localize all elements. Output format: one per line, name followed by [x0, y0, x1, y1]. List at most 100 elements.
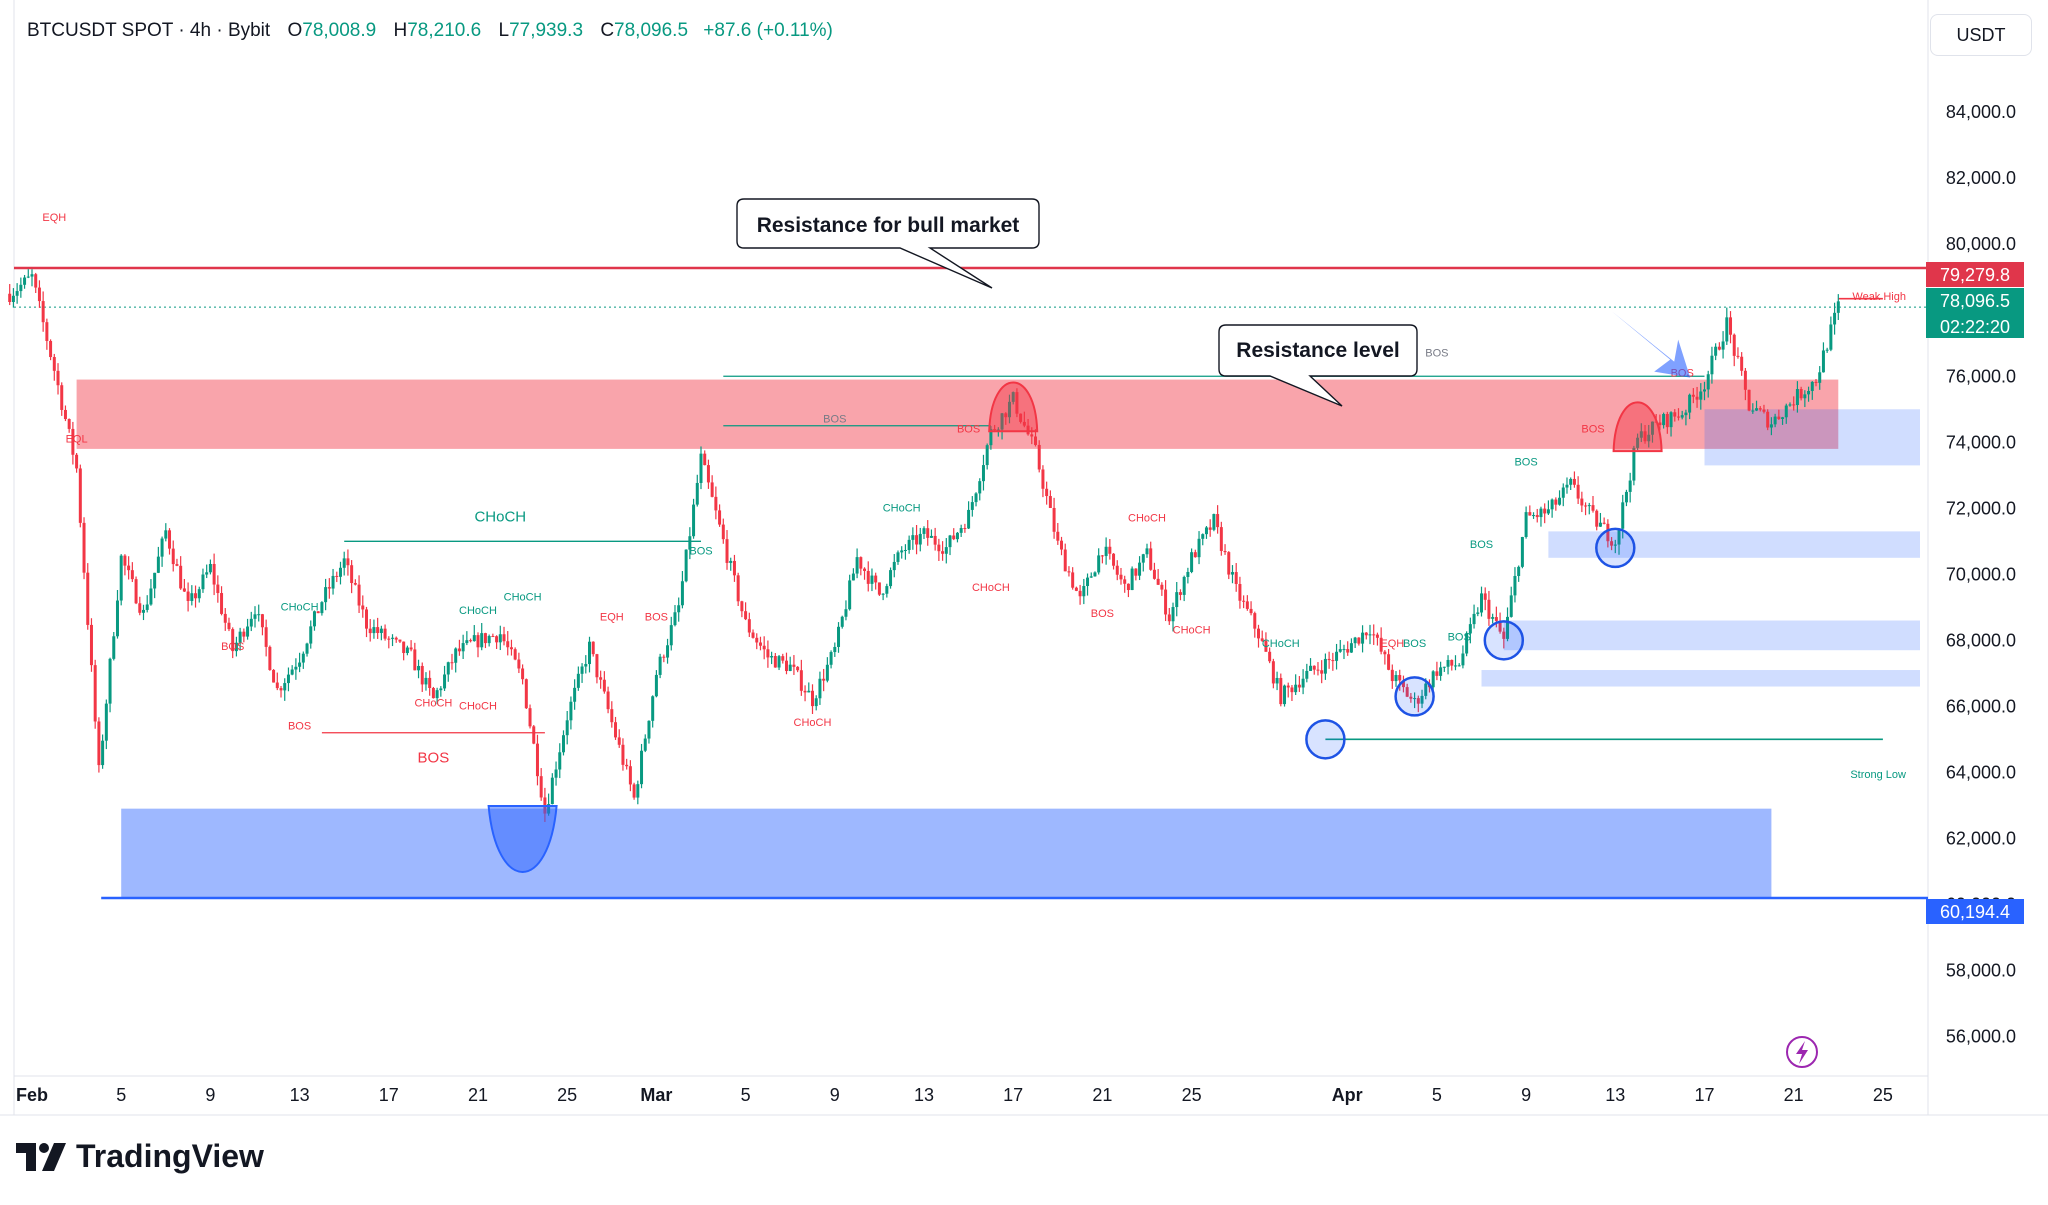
candle-body	[602, 679, 606, 692]
time-tick-label: 25	[557, 1085, 577, 1105]
candle-body	[1346, 649, 1350, 653]
candle-body	[710, 482, 714, 497]
candle-body	[684, 549, 688, 582]
candle-body	[483, 633, 487, 644]
candle-body	[1145, 548, 1149, 555]
candle-body	[372, 627, 376, 634]
candle-body	[848, 580, 852, 610]
candle-body	[223, 613, 227, 623]
candle-body	[814, 698, 818, 707]
candle-body	[1691, 394, 1695, 397]
candle-body	[1721, 341, 1725, 350]
candle-body	[781, 656, 785, 661]
candle-body	[1119, 574, 1123, 580]
candle-body	[379, 628, 383, 634]
candle-body	[294, 666, 298, 670]
candle-body	[1260, 638, 1264, 641]
candle-body	[409, 647, 413, 650]
candle-body	[424, 677, 428, 685]
candle-body	[272, 669, 276, 683]
candle-body	[885, 586, 889, 594]
candle-body	[1004, 413, 1008, 418]
candle-body	[561, 735, 565, 753]
candle-body	[1364, 632, 1368, 636]
candle-body	[1000, 413, 1004, 430]
tradingview-logo[interactable]: TradingView	[16, 1138, 264, 1175]
candle-body	[1234, 572, 1238, 585]
candle-body	[528, 708, 532, 727]
candle-body	[1665, 414, 1669, 428]
candle-body	[457, 648, 461, 652]
candle-body	[1197, 538, 1201, 558]
structure-label: BOS	[1448, 631, 1471, 643]
candle-body	[889, 570, 893, 587]
candle-body	[1829, 324, 1833, 350]
candle-body	[327, 587, 331, 589]
candle-body	[182, 588, 186, 592]
candle-body	[1624, 491, 1628, 503]
candle-body	[892, 561, 896, 571]
candle-body	[1253, 613, 1257, 629]
candle-body	[1457, 665, 1461, 667]
price-tick-label: 70,000.0	[1946, 564, 2016, 584]
close-value: 78,096.5	[614, 20, 689, 41]
time-tick-label: 13	[1605, 1085, 1625, 1105]
candle-body	[368, 628, 372, 634]
candle-body	[231, 629, 235, 652]
candle-body	[1294, 684, 1298, 693]
candle-body	[1357, 637, 1361, 644]
candle-body	[796, 666, 800, 671]
candle-body	[1238, 584, 1242, 601]
time-tick-label: 9	[1521, 1085, 1531, 1105]
candle-body	[1223, 550, 1227, 553]
candle-body	[160, 538, 164, 557]
candle-body	[1160, 584, 1164, 590]
candle-body	[1242, 600, 1246, 602]
currency-button[interactable]: USDT	[1930, 14, 2032, 56]
low-label: L	[498, 20, 510, 41]
candle-body	[402, 641, 406, 654]
candle-body	[1513, 575, 1517, 596]
candle-body	[1353, 637, 1357, 644]
symbol-name[interactable]: BTCUSDT SPOT · 4h · Bybit	[27, 20, 271, 41]
candle-body	[729, 560, 733, 563]
candle-body	[450, 662, 454, 664]
candle-body	[279, 688, 283, 691]
candle-body	[67, 419, 71, 429]
candle-body	[197, 589, 201, 599]
candle-body	[844, 609, 848, 617]
candle-body	[666, 645, 670, 658]
tradingview-logo-text: TradingView	[76, 1138, 264, 1174]
candle-body	[1420, 695, 1424, 704]
candle-body	[573, 687, 577, 702]
candle-body	[1037, 444, 1041, 470]
candle-body	[1799, 389, 1803, 399]
low-value: 77,939.3	[509, 20, 584, 41]
structure-label: BOS	[1514, 456, 1537, 468]
candle-body	[502, 634, 506, 642]
candle-body	[446, 662, 450, 675]
candle-body	[651, 696, 655, 721]
candle-body	[1138, 562, 1142, 576]
candle-body	[1673, 412, 1677, 417]
candle-body	[863, 568, 867, 571]
lightning-button[interactable]	[1786, 1036, 1818, 1068]
candle-body	[588, 641, 591, 665]
candle-body	[1491, 617, 1495, 619]
price-tick-label: 82,000.0	[1946, 168, 2016, 188]
candle-body	[1580, 498, 1584, 506]
candle-body	[97, 721, 101, 766]
candle-body	[1762, 409, 1766, 412]
candle-body	[220, 593, 224, 614]
candle-body	[138, 603, 142, 613]
candle-body	[706, 465, 710, 483]
price-tick-label: 84,000.0	[1946, 102, 2016, 122]
time-tick-label: Feb	[16, 1085, 48, 1105]
candle-body	[1836, 301, 1840, 313]
candle-body	[929, 535, 933, 538]
candle-body	[993, 429, 997, 431]
candle-body	[298, 662, 302, 667]
zone-light-blue	[1503, 620, 1920, 651]
